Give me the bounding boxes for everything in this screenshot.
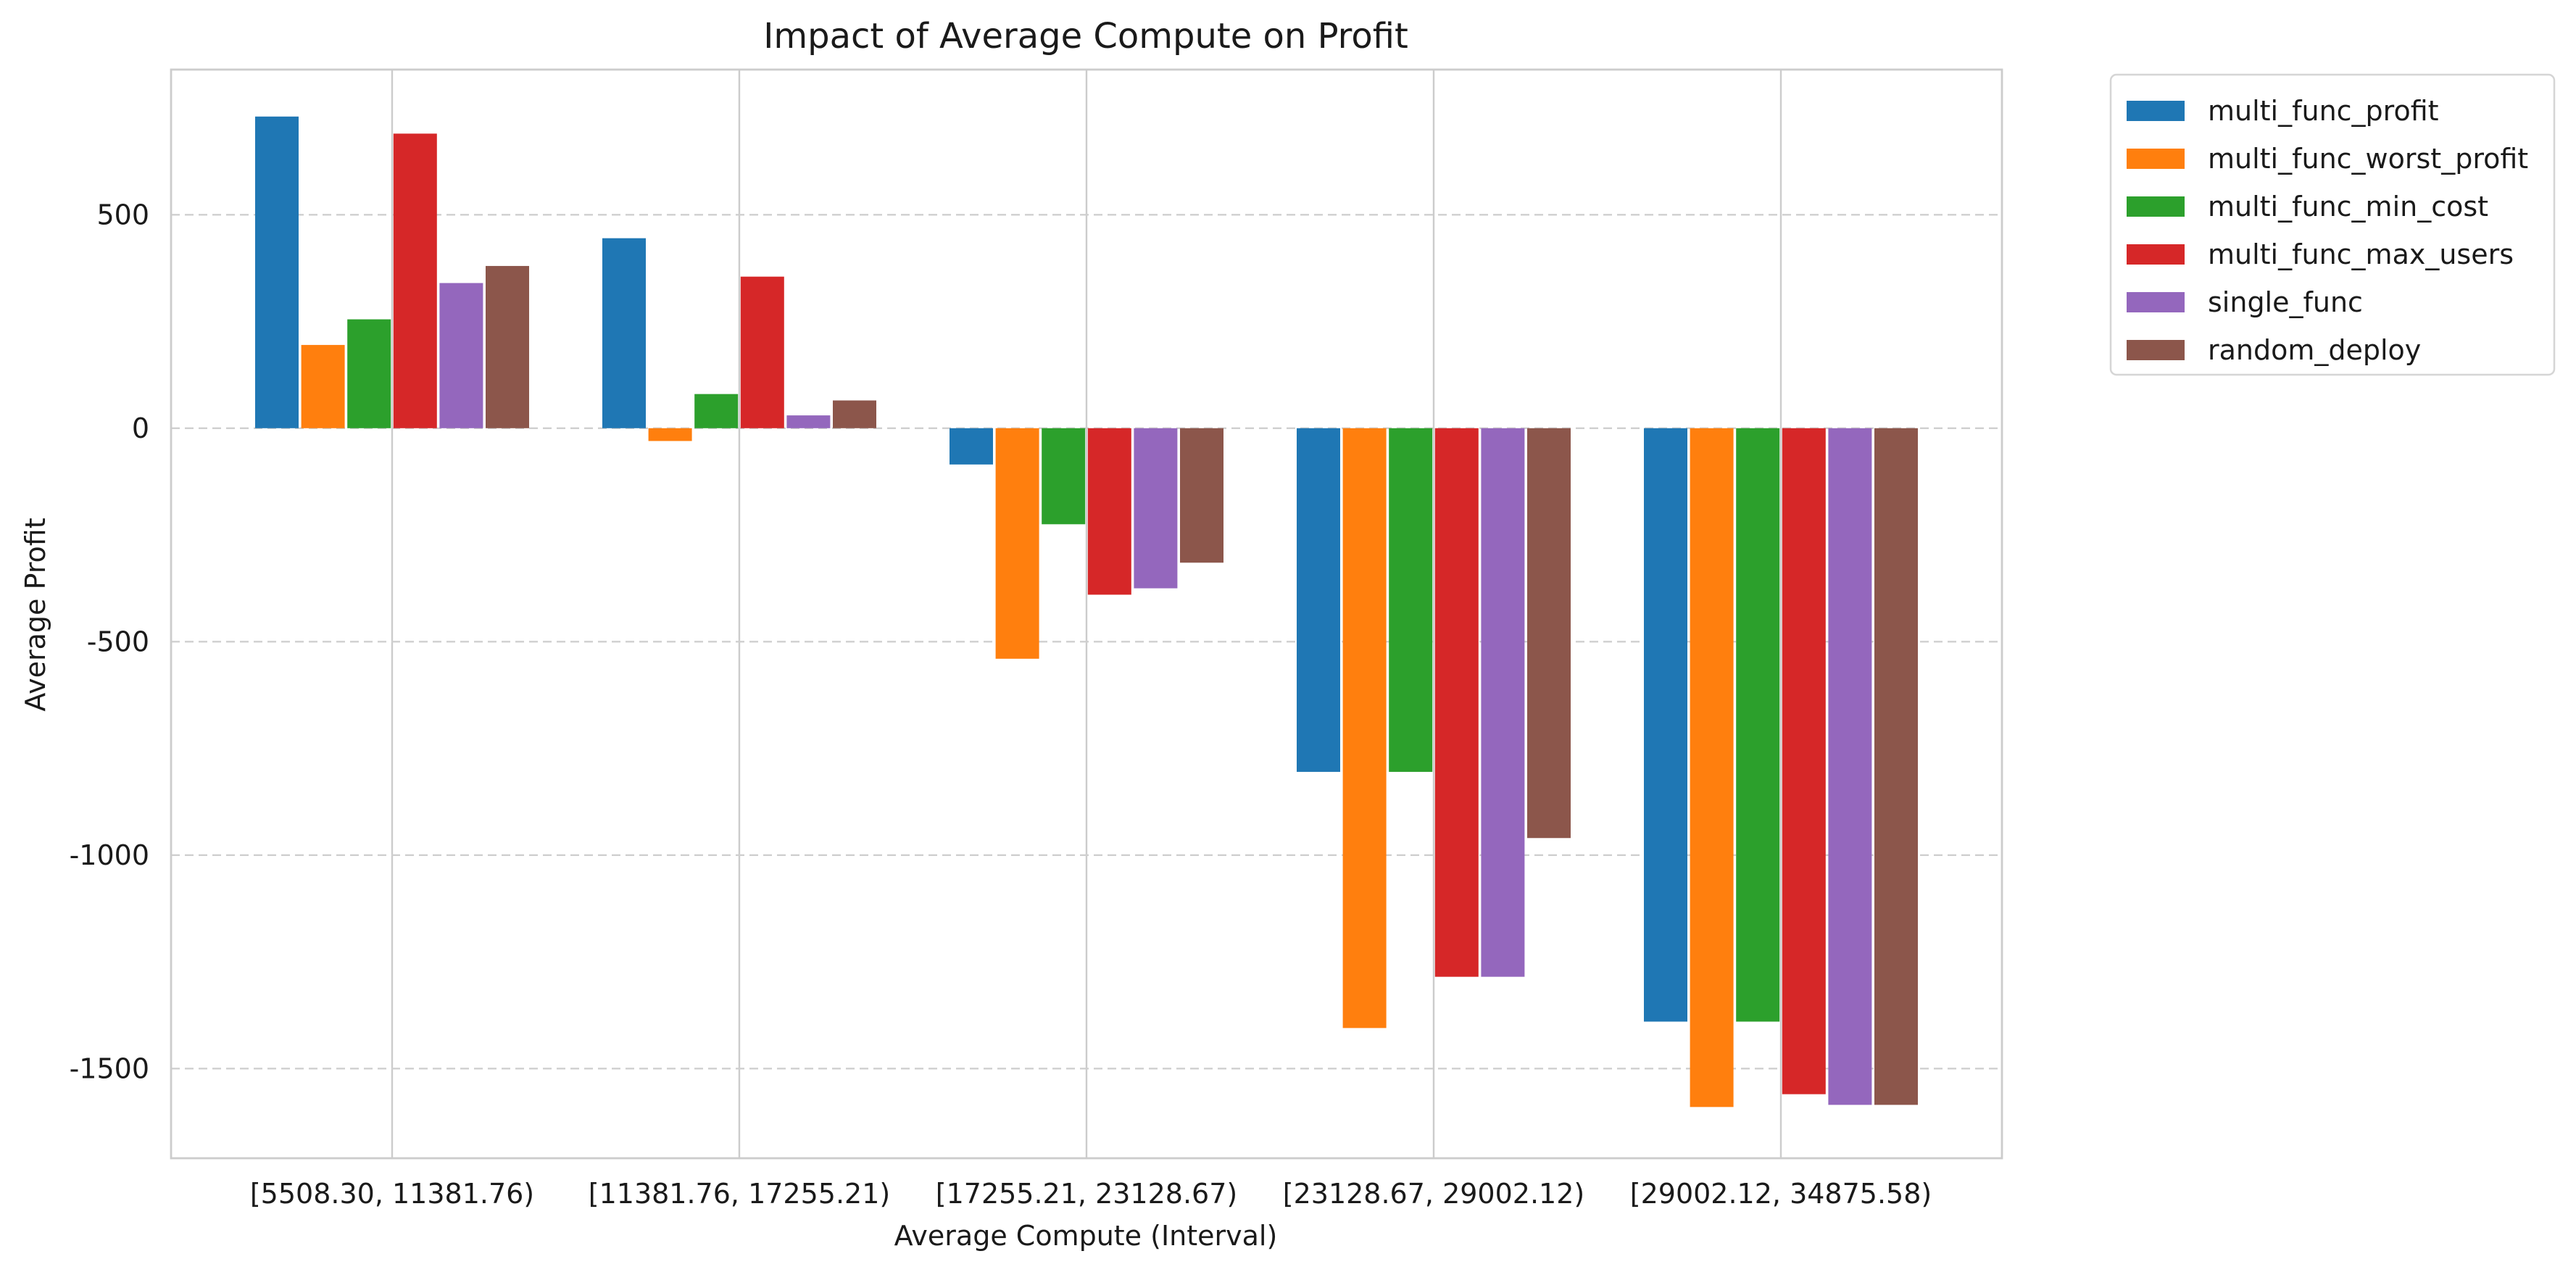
legend-label: multi_func_max_users: [2208, 238, 2514, 270]
tick-labels: -1500 -1000 -500 0 500 [5508.30, 11381.76) [11…: [70, 199, 1932, 1210]
legend-swatch-random_deploy: [2127, 340, 2185, 360]
y-tick-label: 0: [132, 412, 149, 444]
bar-single_func: [786, 415, 831, 428]
bar-multi_func_min_cost: [1736, 428, 1780, 1022]
bar-multi_func_profit: [950, 428, 993, 465]
legend-swatch-single_func: [2127, 292, 2185, 312]
bar-random_deploy: [1874, 428, 1918, 1105]
bar-random_deploy: [1180, 428, 1223, 563]
legend-swatch-multi_func_max_users: [2127, 244, 2185, 265]
bar-multi_func_max_users: [393, 133, 437, 428]
legend-box: [2109, 73, 2556, 376]
bar-multi_func_profit: [255, 116, 299, 428]
chart-title: Impact of Average Compute on Profit: [763, 16, 1408, 57]
plot-border: [170, 68, 2003, 1160]
bar-single_func: [439, 283, 483, 428]
y-tick-label: -500: [87, 626, 149, 657]
y-tick-label: 500: [96, 199, 149, 230]
bar-multi_func_max_users: [1434, 428, 1479, 977]
y-tick-label: -1500: [70, 1052, 149, 1084]
bar-multi_func_profit: [1297, 428, 1340, 772]
x-tick-label: [17255.21, 23128.67): [936, 1178, 1237, 1210]
bar-multi_func_min_cost: [347, 319, 391, 428]
bar-random_deploy: [486, 265, 529, 428]
legend-label: multi_func_profit: [2208, 95, 2439, 127]
legend-swatch-multi_func_worst_profit: [2127, 149, 2185, 169]
legend: multi_func_profit multi_func_worst_profit…: [2109, 73, 2556, 376]
x-axis-label: Average Compute (Interval): [894, 1220, 1278, 1252]
bar-random_deploy: [1527, 428, 1571, 839]
bar-single_func: [1828, 428, 1872, 1105]
legend-swatch-multi_func_profit: [2127, 101, 2185, 121]
bar-multi_func_profit: [602, 238, 646, 428]
y-tick-label: -1000: [70, 839, 149, 871]
plot-frame: [170, 68, 2003, 1160]
bars: [255, 116, 1918, 1107]
bar-multi_func_worst_profit: [301, 344, 345, 428]
bar-multi_func_max_users: [740, 276, 784, 428]
bar-multi_func_worst_profit: [995, 428, 1039, 659]
bar-single_func: [1134, 428, 1178, 589]
bar-multi_func_worst_profit: [1690, 428, 1734, 1107]
legend-swatch-multi_func_min_cost: [2127, 196, 2185, 217]
bar-single_func: [1481, 428, 1525, 977]
y-axis-label: Average Profit: [20, 518, 51, 711]
legend-label: random_deploy: [2208, 334, 2421, 366]
legend-label: single_func: [2208, 286, 2363, 318]
x-tick-label: [29002.12, 34875.58): [1630, 1178, 1932, 1210]
bar-random_deploy: [833, 400, 876, 428]
bar-multi_func_worst_profit: [648, 428, 692, 441]
bar-multi_func_min_cost: [1042, 428, 1086, 525]
x-tick-label: [5508.30, 11381.76): [250, 1178, 534, 1210]
bar-multi_func_min_cost: [1389, 428, 1433, 772]
bar-multi_func_max_users: [1782, 428, 1826, 1094]
bar-multi_func_min_cost: [694, 394, 739, 428]
bar-multi_func_worst_profit: [1342, 428, 1387, 1028]
legend-label: multi_func_min_cost: [2208, 191, 2488, 223]
bar-multi_func_profit: [1644, 428, 1687, 1022]
x-tick-label: [11381.76, 17255.21): [589, 1178, 890, 1210]
x-tick-label: [23128.67, 29002.12): [1283, 1178, 1584, 1210]
bar-multi_func_max_users: [1087, 428, 1131, 595]
legend-label: multi_func_worst_profit: [2208, 143, 2528, 175]
